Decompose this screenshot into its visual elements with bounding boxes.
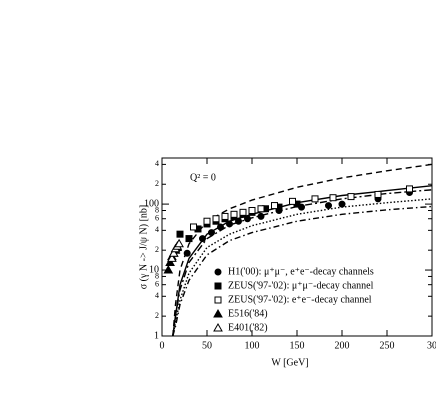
x-tick-label: 0 [160,340,165,351]
data-point [406,185,413,193]
legend-marker [213,322,223,332]
data-point [185,235,193,243]
legend-label: E401('82) [228,322,268,333]
y-tick-label: 100 [144,198,159,209]
legend-label: ZEUS('97-'02): e⁺e⁻-decay channel [228,294,372,305]
legend-label: E516('84) [228,308,268,319]
x-tick-label: 100 [245,340,260,351]
y-tick-label: 8 [155,271,159,280]
y-tick-label: 10 [149,264,159,275]
data-point [239,208,247,216]
data-point [230,210,238,218]
legend-marker [214,296,222,304]
y-tick-label: 4 [155,159,159,168]
data-point [203,217,211,225]
y-tick-label: 1 [154,330,159,341]
legend-marker [214,268,222,276]
theory-curve [172,189,433,337]
x-tick-label: 200 [335,340,350,351]
data-point [168,248,179,257]
y-axis-label: σ (γ N -> J/ψ N) [nb] [138,205,149,289]
data-point [212,215,220,223]
y-tick-label: 4 [155,291,159,300]
data-point [289,197,296,205]
legend-label: H1('00): μ⁺μ⁻, e⁺e⁻-decay channels [228,266,374,277]
data-point [311,195,319,203]
x-tick-label: 30 [427,340,436,351]
data-point [167,253,177,262]
y-tick-label: 2 [155,179,159,188]
data-point [174,238,184,248]
data-point [347,193,355,201]
plot-frame [161,157,433,337]
data-point [208,229,215,237]
y-tick-label: 2 [155,311,159,320]
x-tick-label: 50 [202,340,212,351]
data-point [199,235,206,243]
data-point [325,202,332,210]
y-tick-label: 8 [155,205,159,214]
y-tick-label: 2 [155,245,159,254]
data-point [190,223,197,231]
data-point [217,223,224,231]
data-point [226,220,233,228]
x-axis-label: W [GeV] [271,357,308,368]
data-point [248,206,256,214]
data-point [163,265,174,274]
data-point [257,205,265,213]
data-point [257,212,265,220]
legend-marker [213,308,223,318]
theory-curve [172,163,433,337]
y-tick-label: 6 [155,214,159,223]
chart-title: Q² = 0 [190,172,216,183]
data-point [221,212,229,220]
theory-curve [172,198,433,337]
theory-curve [172,205,433,337]
data-point [329,194,337,202]
x-tick-label: 150 [290,340,305,351]
y-tick-label: 6 [155,280,159,289]
data-point [165,257,175,267]
data-point [338,200,346,208]
legend-label: ZEUS('97-'02): μ⁺μ⁻-decay channel [228,280,374,291]
data-point [271,202,278,210]
legend-marker [214,282,222,290]
x-tick-label: 250 [380,340,395,351]
data-point [374,190,382,198]
data-point [183,249,191,257]
y-tick-label: 4 [155,225,159,234]
data-point [176,230,184,238]
